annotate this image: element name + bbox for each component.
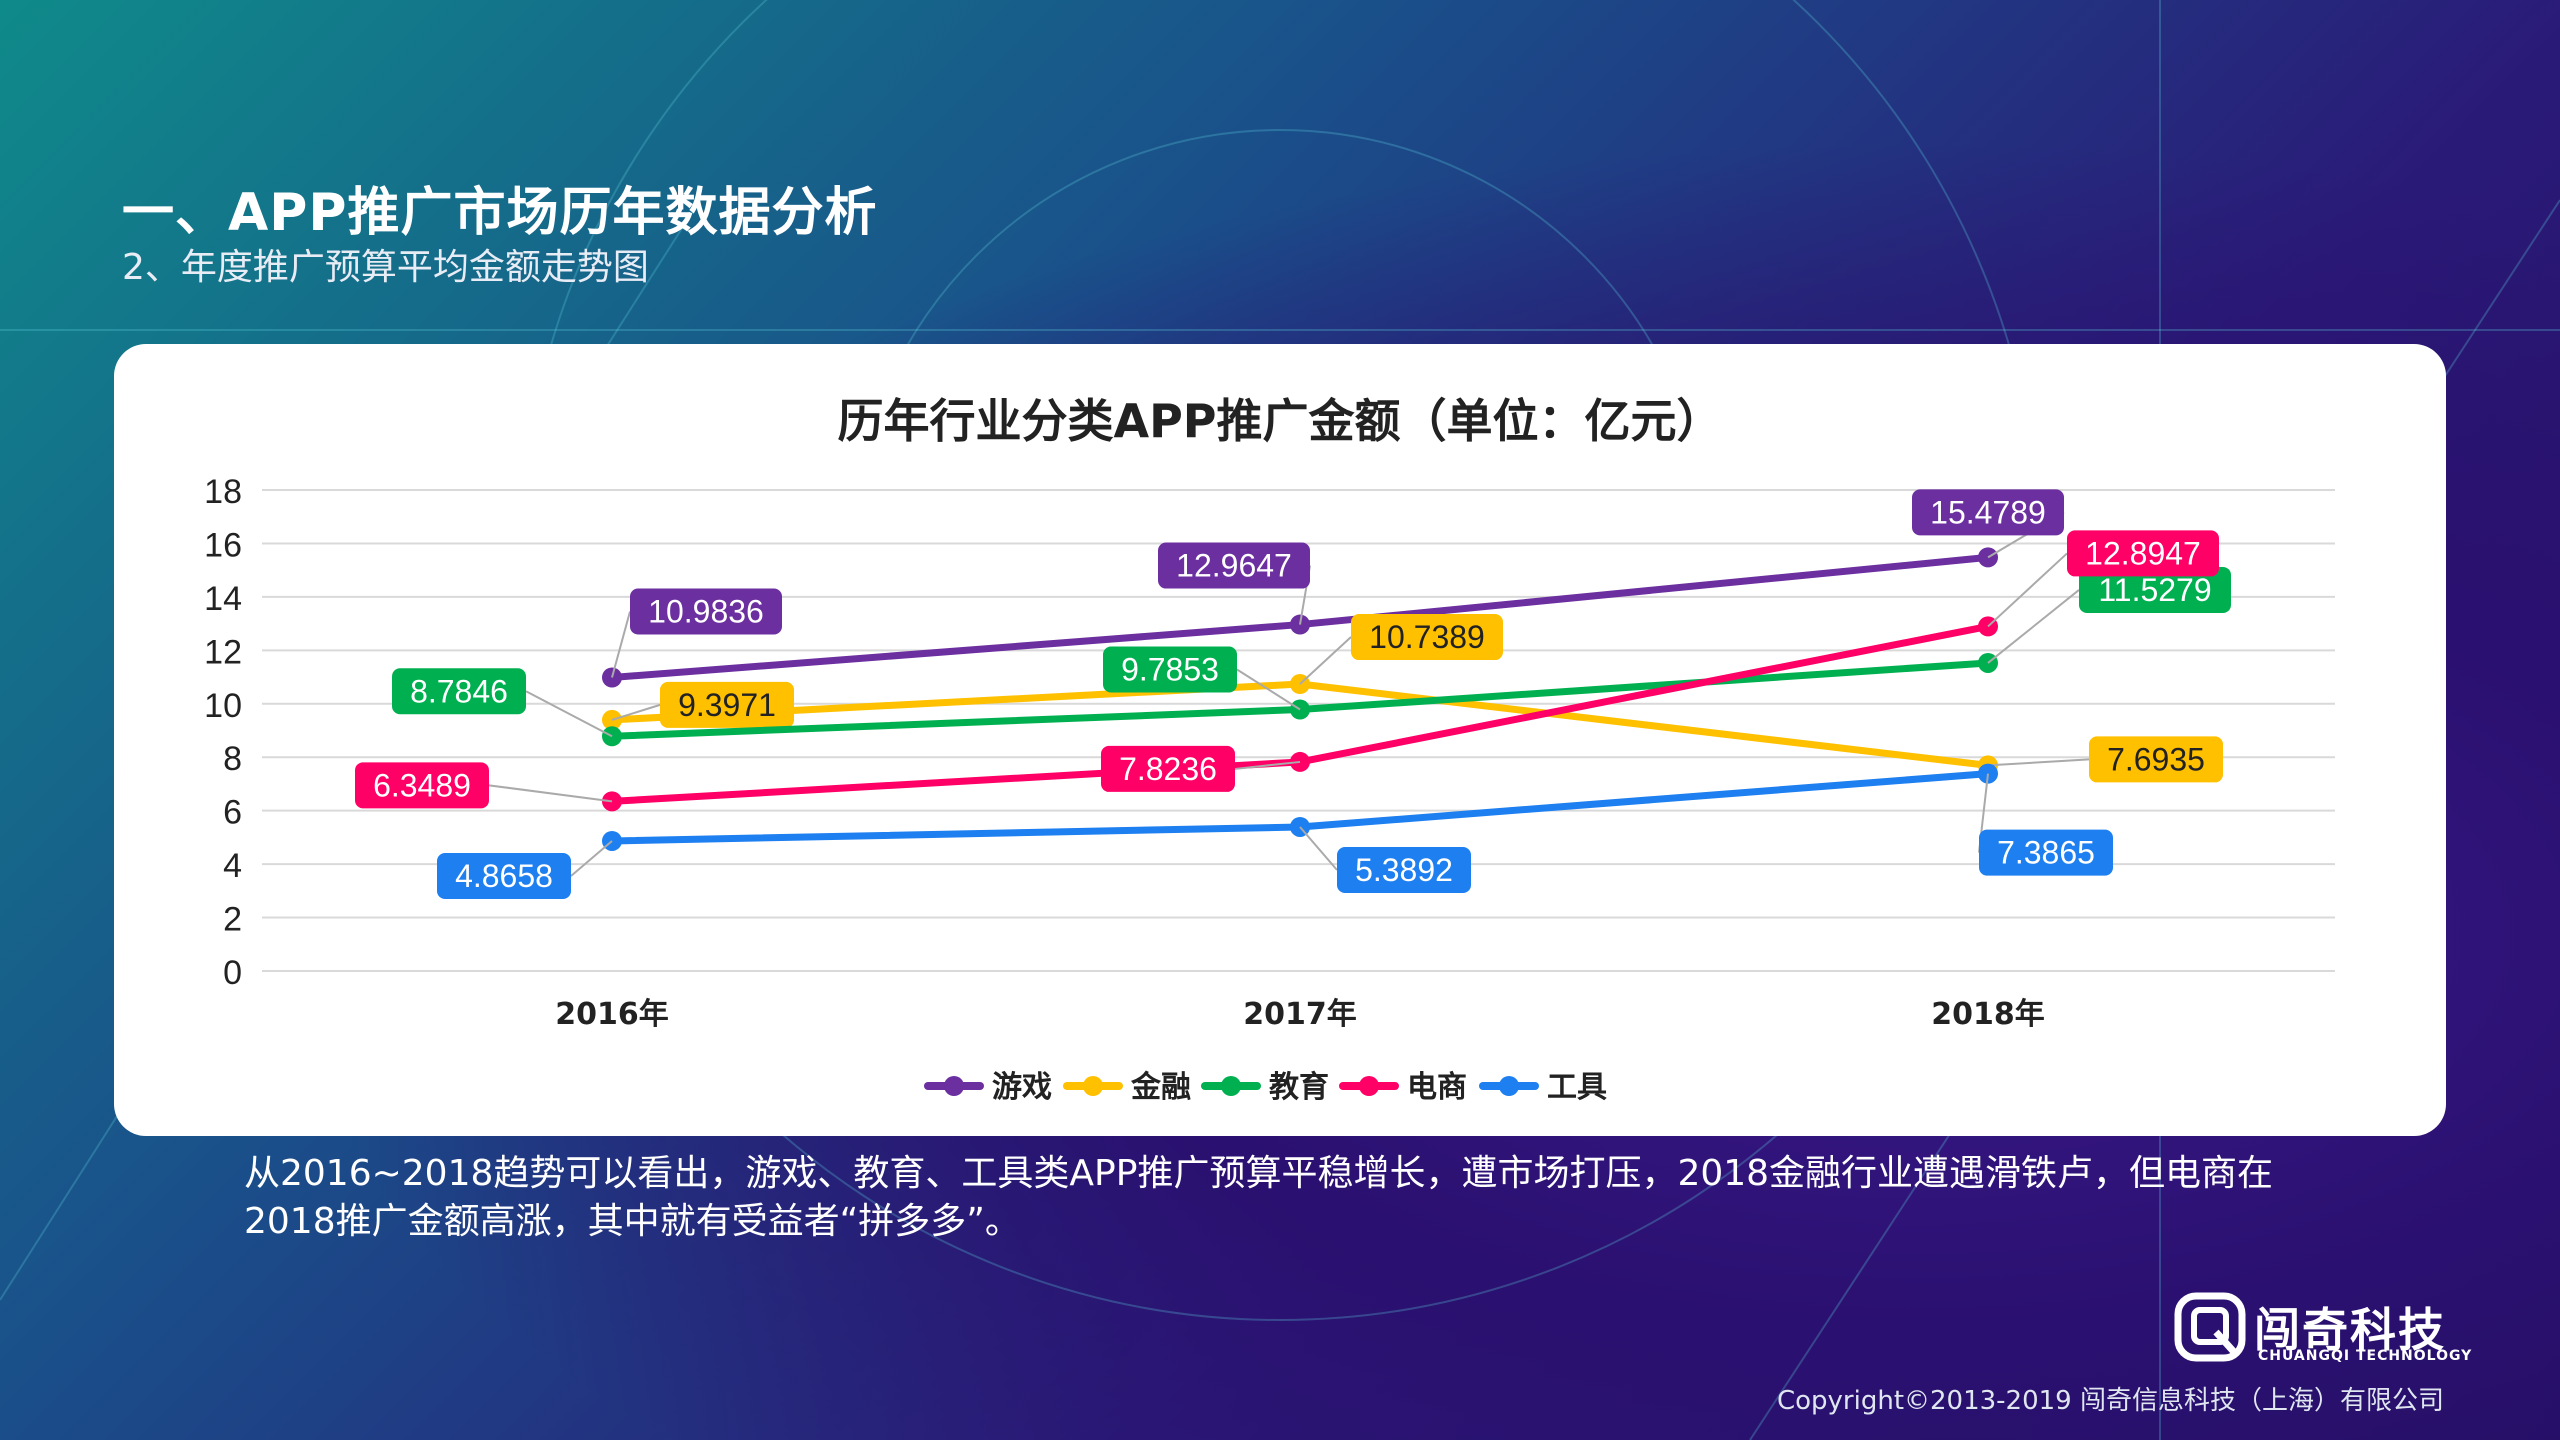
legend-label: 工具	[1547, 1070, 1607, 1105]
data-label: 7.6935	[2107, 741, 2205, 777]
leader-line	[1236, 668, 1301, 711]
page-subtitle: 2、年度推广预算平均金额走势图	[122, 247, 649, 288]
data-label: 7.8236	[1119, 751, 1217, 787]
chart-card	[114, 344, 2446, 1136]
legend-marker	[1221, 1076, 1241, 1096]
data-label-box	[1337, 846, 1471, 893]
page-title: 一、APP推广市场历年数据分析	[122, 183, 878, 243]
legend-marker	[1083, 1076, 1103, 1096]
data-label-box	[355, 762, 489, 809]
logo-english: CHUANGQI TECHNOLOGY	[2258, 1348, 2473, 1364]
legend-label: 电商	[1407, 1070, 1467, 1105]
legend-marker	[944, 1076, 964, 1096]
leader-line	[611, 611, 631, 678]
copyright-text: Copyright©2013-2019 闯奇信息科技（上海）有限公司	[1776, 1386, 2444, 1416]
data-label: 12.8947	[2085, 535, 2201, 571]
data-label-box	[2067, 530, 2219, 577]
chart-title: 历年行业分类APP推广金额（单位：亿元）	[837, 394, 1723, 448]
data-label-box	[1979, 829, 2113, 876]
data-label-box	[660, 681, 794, 728]
legend-label: 游戏	[992, 1070, 1052, 1105]
y-tick-label: 16	[204, 526, 242, 564]
data-label: 7.3865	[1997, 835, 2095, 871]
leader-line	[525, 690, 613, 738]
data-label-box	[437, 852, 571, 899]
data-label-box	[1158, 542, 1310, 589]
y-tick-label: 12	[204, 633, 242, 671]
leader-line	[1299, 636, 1352, 685]
y-tick-label: 6	[223, 794, 242, 832]
data-label-box	[392, 668, 526, 715]
data-label: 8.7846	[410, 673, 508, 709]
summary-text: 从2016~2018趋势可以看出，游戏、教育、工具类APP推广预算平稳增长，遭市…	[244, 1153, 2274, 1242]
y-tick-label: 0	[223, 954, 242, 992]
data-label: 10.7389	[1369, 619, 1485, 655]
data-label: 12.9647	[1176, 548, 1292, 584]
data-label-box	[630, 588, 782, 635]
leader-line	[488, 784, 613, 803]
leader-line	[1299, 826, 1338, 871]
leader-line	[1987, 589, 2080, 664]
x-tick-label: 2016年	[555, 997, 669, 1032]
leader-line	[570, 840, 613, 877]
logo-name: 闯奇科技	[2254, 1303, 2446, 1357]
leader-line	[1987, 552, 2068, 628]
data-label: 11.5279	[2098, 572, 2211, 608]
y-tick-label: 14	[204, 580, 242, 618]
legend-marker	[1499, 1076, 1519, 1096]
y-tick-label: 4	[223, 847, 242, 885]
y-tick-label: 2	[223, 901, 242, 939]
leader-line	[1987, 758, 2090, 767]
data-label-box	[1101, 745, 1235, 792]
data-label: 4.8658	[455, 858, 553, 894]
data-label-box	[1912, 489, 2064, 536]
data-label-box	[1103, 646, 1237, 693]
legend-marker	[1359, 1076, 1379, 1096]
y-tick-label: 18	[204, 473, 242, 511]
x-tick-label: 2017年	[1243, 997, 1357, 1032]
data-label-box	[2089, 736, 2223, 783]
x-tick-label: 2018年	[1931, 997, 2045, 1032]
y-tick-label: 8	[223, 740, 242, 778]
data-label: 10.9836	[648, 593, 764, 629]
data-label: 15.4789	[1930, 494, 2046, 530]
data-label: 9.7853	[1121, 652, 1219, 688]
data-label: 5.3892	[1355, 852, 1453, 888]
legend-label: 金融	[1130, 1070, 1191, 1105]
data-label: 6.3489	[373, 767, 471, 803]
y-tick-label: 10	[204, 687, 242, 725]
leader-line	[611, 703, 661, 721]
legend-label: 教育	[1269, 1070, 1329, 1105]
data-label-box	[2079, 566, 2231, 613]
data-label: 9.3971	[678, 687, 776, 723]
company-logo-icon	[2174, 1292, 2246, 1362]
leader-line	[1234, 760, 1301, 770]
data-label-box	[1351, 614, 1503, 661]
